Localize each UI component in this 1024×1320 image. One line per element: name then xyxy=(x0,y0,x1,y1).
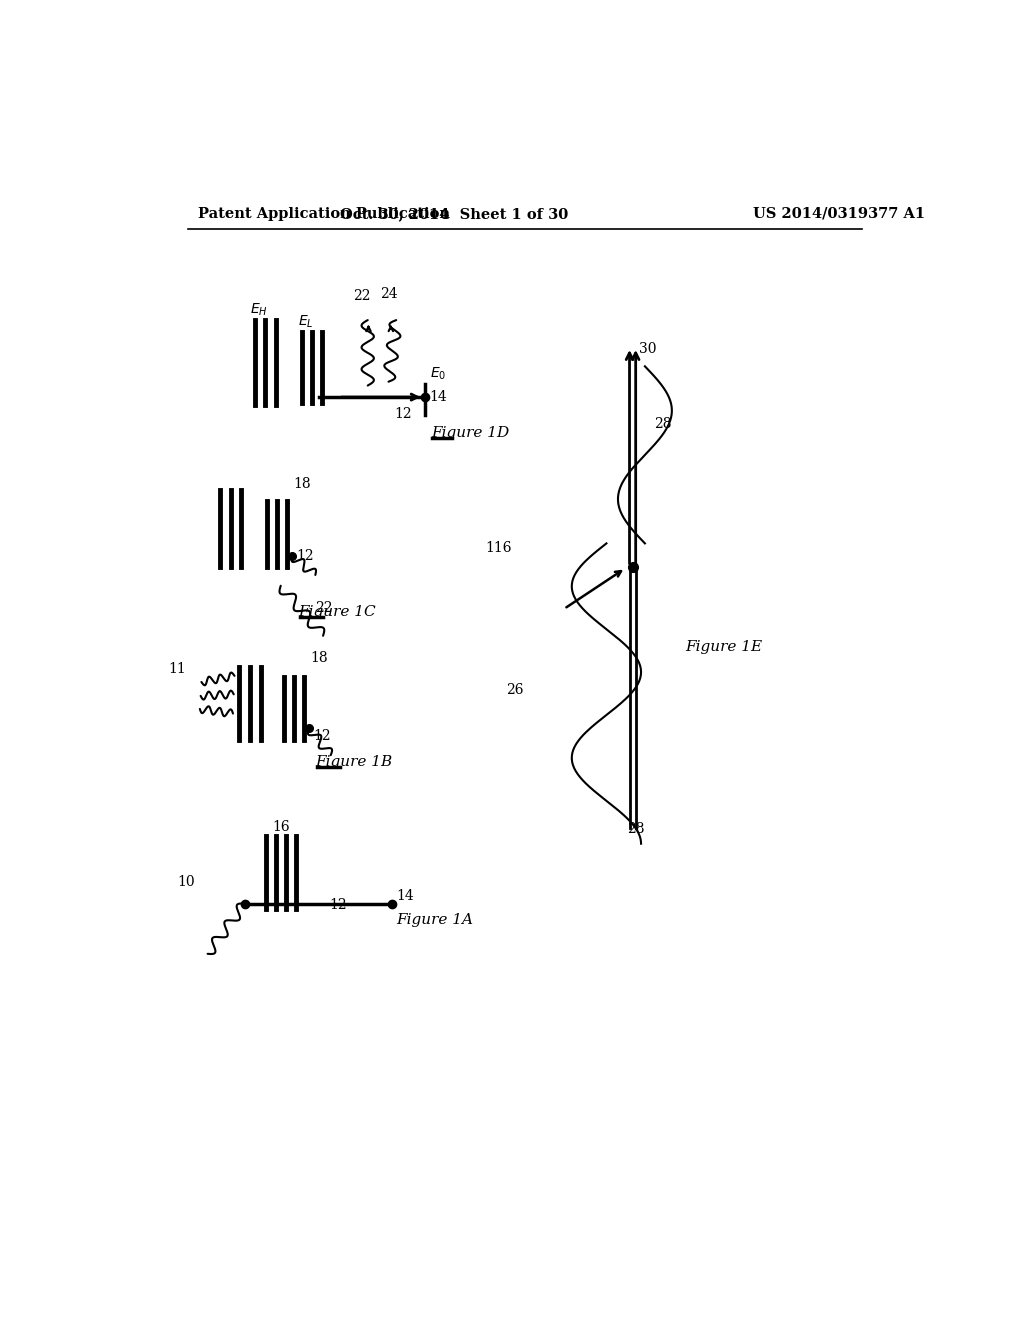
Text: US 2014/0319377 A1: US 2014/0319377 A1 xyxy=(753,207,925,220)
Text: 22: 22 xyxy=(315,601,333,615)
Text: Figure 1E: Figure 1E xyxy=(685,640,762,655)
Text: 22: 22 xyxy=(353,289,371,304)
Text: Oct. 30, 2014  Sheet 1 of 30: Oct. 30, 2014 Sheet 1 of 30 xyxy=(340,207,568,220)
Text: 24: 24 xyxy=(380,286,397,301)
Text: $E_0$: $E_0$ xyxy=(430,366,446,381)
Text: 30: 30 xyxy=(639,342,656,355)
Text: 28: 28 xyxy=(628,822,645,836)
Text: 18: 18 xyxy=(294,477,311,491)
Text: Figure 1D: Figure 1D xyxy=(431,426,509,441)
Text: Figure 1B: Figure 1B xyxy=(315,755,392,770)
Text: Figure 1A: Figure 1A xyxy=(396,913,473,927)
Text: 28: 28 xyxy=(654,417,672,432)
Text: 18: 18 xyxy=(310,651,329,665)
Text: 14: 14 xyxy=(429,391,447,404)
Text: 116: 116 xyxy=(485,541,512,554)
Text: Figure 1C: Figure 1C xyxy=(298,605,376,619)
Text: 11: 11 xyxy=(168,661,186,676)
Text: $E_L$: $E_L$ xyxy=(298,314,313,330)
Text: 10: 10 xyxy=(177,875,195,890)
Text: 16: 16 xyxy=(272,820,290,834)
Text: 26: 26 xyxy=(506,682,523,697)
Text: 12: 12 xyxy=(296,549,313,562)
Text: 12: 12 xyxy=(313,729,331,743)
Text: 12: 12 xyxy=(330,898,347,912)
Text: 12: 12 xyxy=(394,407,413,421)
Text: Patent Application Publication: Patent Application Publication xyxy=(199,207,451,220)
Text: 14: 14 xyxy=(396,890,414,903)
Text: $E_H$: $E_H$ xyxy=(250,301,267,318)
